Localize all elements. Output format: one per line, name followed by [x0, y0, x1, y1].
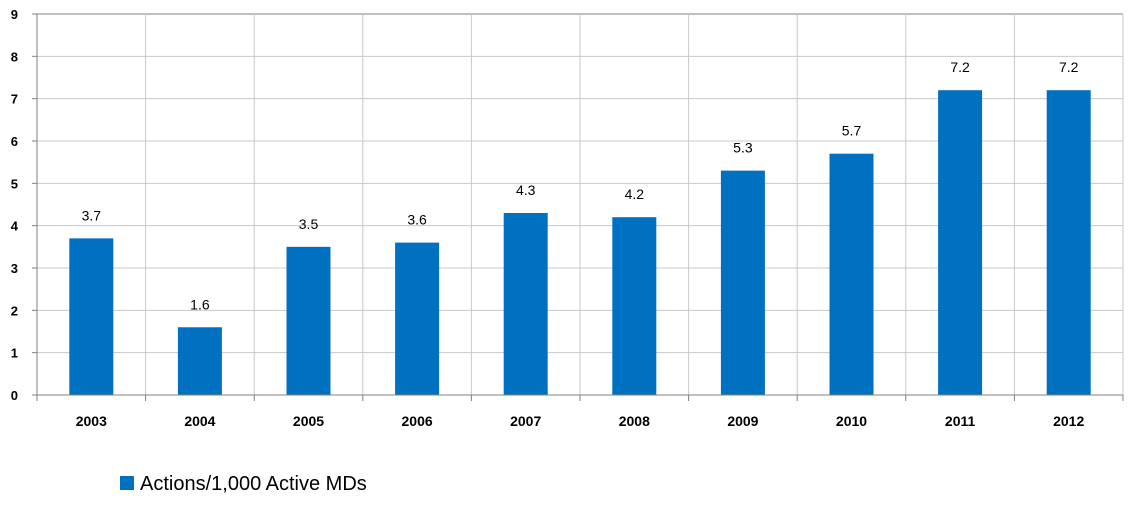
y-tick-label: 8 [11, 49, 18, 64]
legend-label: Actions/1,000 Active MDs [140, 473, 367, 495]
x-tick-label: 2005 [293, 413, 324, 429]
y-tick-label: 2 [11, 303, 18, 318]
data-label: 3.6 [407, 212, 427, 228]
bar-2005 [286, 246, 331, 395]
data-label: 3.7 [82, 207, 102, 223]
bar-2008 [612, 217, 657, 395]
gridlines [37, 13, 1124, 395]
bar-2003 [69, 238, 114, 395]
x-tick-label: 2011 [945, 413, 976, 429]
y-tick-label: 3 [11, 261, 18, 276]
bar-2006 [395, 242, 440, 395]
bar-2004 [177, 327, 222, 395]
y-tick-label: 1 [11, 346, 18, 361]
x-tick-label: 2003 [76, 413, 107, 429]
x-tick-label: 2012 [1053, 413, 1084, 429]
y-tick-label: 6 [11, 134, 18, 149]
bar-2009 [720, 170, 765, 395]
bars [69, 90, 1091, 395]
x-tick-label: 2010 [836, 413, 867, 429]
x-tick-label: 2008 [619, 413, 650, 429]
bar-2007 [503, 212, 548, 395]
legend: Actions/1,000 Active MDs [120, 473, 367, 495]
bar-2011 [938, 90, 983, 395]
data-label: 5.3 [733, 140, 753, 156]
data-label: 7.2 [950, 59, 970, 75]
data-label: 7.2 [1059, 59, 1079, 75]
data-label: 5.7 [842, 123, 862, 139]
data-label: 3.5 [299, 216, 319, 232]
x-tick-label: 2004 [184, 413, 215, 429]
data-labels: 3.7 1.6 3.5 3.6 4.3 4.2 5.3 5.7 7.2 7.2 [82, 59, 1079, 312]
y-tick-label: 9 [11, 7, 18, 22]
x-tick-label: 2006 [402, 413, 433, 429]
bar-2012 [1046, 90, 1091, 395]
y-tick-label: 0 [11, 388, 18, 403]
x-tick-label: 2007 [510, 413, 541, 429]
bar-2010 [829, 153, 874, 395]
data-label: 4.2 [625, 186, 645, 202]
y-tick-label: 5 [11, 176, 18, 191]
axes: 0 1 2 3 4 5 6 7 8 9 2003 2004 2005 2006 2007 2008 2009 20… [11, 7, 1124, 429]
y-tick-label: 4 [11, 219, 19, 234]
x-tick-label: 2009 [727, 413, 758, 429]
legend-swatch [120, 476, 134, 490]
data-label: 4.3 [516, 182, 536, 198]
y-tick-label: 7 [11, 92, 18, 107]
data-label: 1.6 [190, 296, 210, 312]
